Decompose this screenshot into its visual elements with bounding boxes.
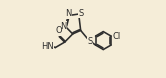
Text: N: N xyxy=(65,9,71,18)
Text: N: N xyxy=(60,22,66,31)
Text: S: S xyxy=(78,9,83,18)
Text: S: S xyxy=(87,37,92,46)
Text: HN: HN xyxy=(41,42,54,51)
Text: O: O xyxy=(55,26,62,35)
Text: Cl: Cl xyxy=(112,32,121,41)
